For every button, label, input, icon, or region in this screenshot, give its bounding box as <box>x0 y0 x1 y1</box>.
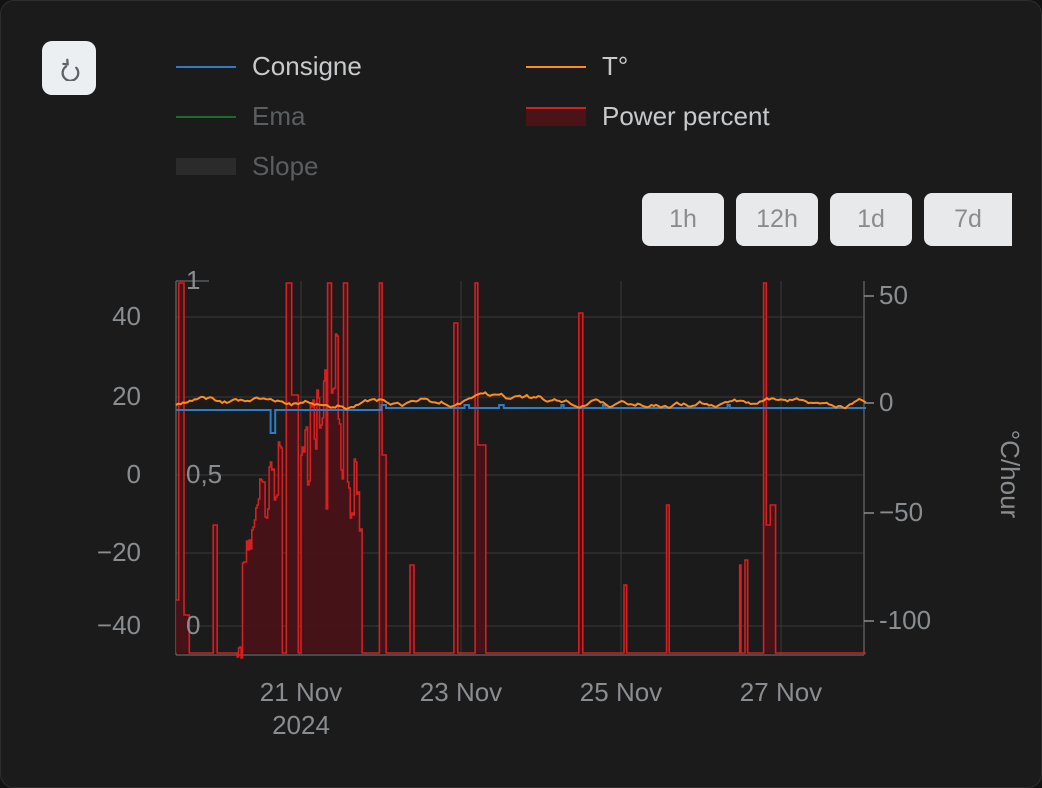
svg-text:27 Nov: 27 Nov <box>740 677 822 707</box>
svg-text:−50: −50 <box>879 497 923 527</box>
svg-text:°C/hour: °C/hour <box>995 430 1025 519</box>
svg-text:21 Nov: 21 Nov <box>260 677 342 707</box>
svg-text:50: 50 <box>879 280 908 310</box>
svg-text:0: 0 <box>879 387 893 417</box>
svg-text:0: 0 <box>186 610 200 640</box>
svg-text:2024: 2024 <box>272 710 330 740</box>
svg-text:25 Nov: 25 Nov <box>580 677 662 707</box>
svg-text:20: 20 <box>112 381 141 411</box>
svg-text:23 Nov: 23 Nov <box>420 677 502 707</box>
svg-text:−40: −40 <box>97 610 141 640</box>
svg-text:0: 0 <box>127 459 141 489</box>
svg-text:0,5: 0,5 <box>186 459 222 489</box>
svg-text:40: 40 <box>112 301 141 331</box>
svg-text:-100: -100 <box>879 605 931 635</box>
svg-text:1: 1 <box>186 265 200 295</box>
svg-text:−20: −20 <box>97 537 141 567</box>
